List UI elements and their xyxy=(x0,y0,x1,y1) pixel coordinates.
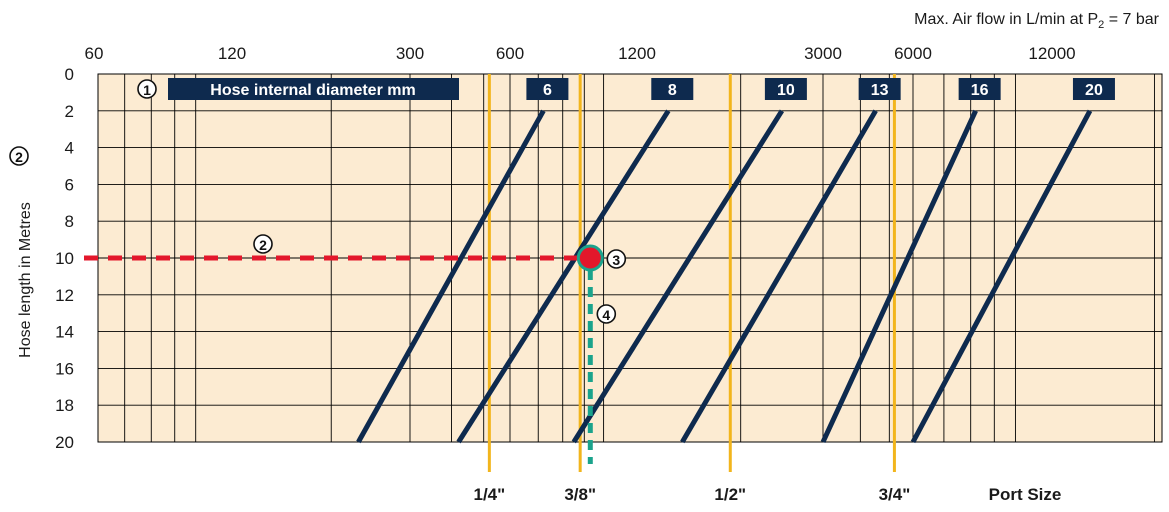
step-2-axis-number: 2 xyxy=(15,149,23,165)
x-tick-label: 600 xyxy=(496,44,524,63)
step-1-circle xyxy=(137,79,157,99)
y-tick-label: 16 xyxy=(55,359,74,378)
diameter-label: 13 xyxy=(871,82,889,99)
diameter-badge xyxy=(764,78,807,100)
x-tick-label: 1200 xyxy=(618,44,656,63)
y-tick-label: 18 xyxy=(55,396,74,415)
diameter-line-10 xyxy=(571,109,785,444)
x-tick-label: 60 xyxy=(85,44,104,63)
diameter-line-13 xyxy=(680,109,878,444)
step-2-plot-circle xyxy=(253,234,273,254)
y-tick-label: 20 xyxy=(55,433,74,452)
y-axis-label: Hose length in Metres xyxy=(17,202,34,358)
diameter-label: 8 xyxy=(668,82,677,99)
diameter-badge xyxy=(1072,78,1115,100)
port-size-label: 1/2" xyxy=(714,485,746,504)
y-tick-label: 8 xyxy=(65,212,74,231)
diameter-label: 20 xyxy=(1085,82,1103,99)
x-tick-label: 120 xyxy=(218,44,246,63)
x-tick-label: 300 xyxy=(396,44,424,63)
x-tick-label: 3000 xyxy=(804,44,842,63)
diameter-label: 6 xyxy=(543,82,552,99)
diameter-badge xyxy=(858,78,901,100)
legend-badge xyxy=(168,78,459,100)
y-tick-label: 4 xyxy=(65,139,74,158)
y-tick-label: 12 xyxy=(55,286,74,305)
port-size-title: Port Size xyxy=(989,485,1062,504)
x-tick-label: 6000 xyxy=(894,44,932,63)
diameter-line-8 xyxy=(456,109,671,444)
diameter-badge xyxy=(526,78,569,100)
chart-title-main: Max. Air flow in L/min at P xyxy=(914,11,1098,28)
step-3-circle xyxy=(606,249,627,269)
x-tick-label: 12000 xyxy=(1028,44,1075,63)
chart-title: Max. Air flow in L/min at P2 = 7 bar xyxy=(914,11,1160,31)
port-size-label: 3/8" xyxy=(564,485,596,504)
diameter-badge xyxy=(651,78,694,100)
y-tick-label: 14 xyxy=(55,323,74,342)
step-2-plot-number: 2 xyxy=(259,237,267,253)
port-size-label: 3/4" xyxy=(879,485,911,504)
diameter-line-6 xyxy=(356,109,546,444)
y-tick-label: 0 xyxy=(65,65,74,84)
legend-label: Hose internal diameter mm xyxy=(210,82,415,99)
step-3-number: 3 xyxy=(612,252,620,268)
diameter-line-16 xyxy=(820,109,978,444)
chart-title-subscript: 2 xyxy=(1098,19,1104,31)
chart-title-tail: = 7 bar xyxy=(1104,11,1159,28)
y-tick-label: 6 xyxy=(65,175,74,194)
diameter-badge xyxy=(958,78,1001,100)
y-tick-label: 2 xyxy=(65,102,74,121)
step-2-axis-circle xyxy=(9,146,29,166)
diameter-label: 16 xyxy=(971,82,989,99)
example-intersection-point xyxy=(576,244,604,272)
step-4-circle xyxy=(596,304,617,324)
step-4-number: 4 xyxy=(602,307,610,323)
diameter-line-20 xyxy=(910,109,1093,444)
step-1-number: 1 xyxy=(143,82,151,98)
port-size-label: 1/4" xyxy=(474,485,506,504)
diameter-label: 10 xyxy=(777,82,795,99)
y-tick-label: 10 xyxy=(55,249,74,268)
